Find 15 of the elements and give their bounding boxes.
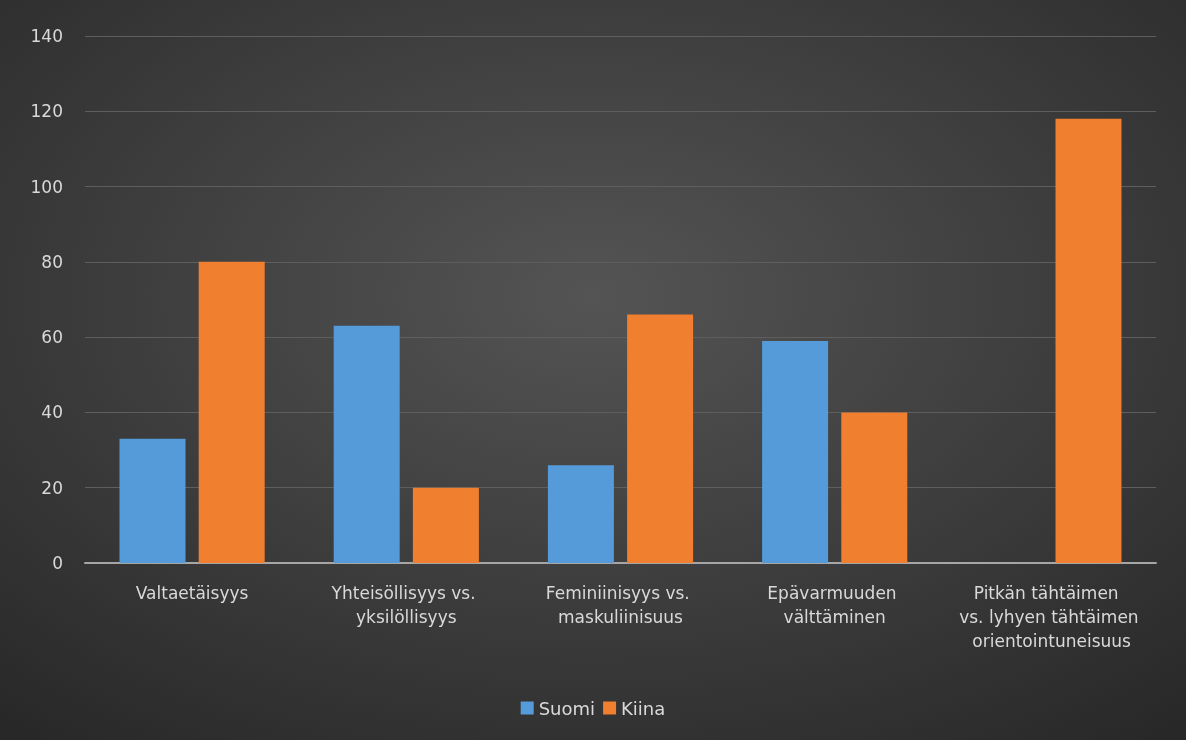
y-tick-label: 0 bbox=[52, 553, 63, 573]
x-tick-label: Pitkän tähtäimen vs. lyhyen tähtäimen orientointuneisuus bbox=[959, 583, 1139, 651]
x-tick-label: Feminiinisyys vs. maskuliinisuus bbox=[545, 583, 696, 627]
y-tick-label: 20 bbox=[41, 477, 63, 498]
y-tick-label: 40 bbox=[41, 402, 63, 423]
legend-label: Suomi bbox=[538, 697, 596, 719]
y-tick-label: 100 bbox=[30, 176, 63, 197]
x-tick-label: Epävarmuuden välttäminen bbox=[767, 583, 903, 627]
y-tick-label: 80 bbox=[41, 251, 63, 272]
x-tick-label: Yhteisöllisyys vs. yksilöllisyys bbox=[330, 583, 481, 627]
y-tick-label: 120 bbox=[30, 101, 63, 122]
legend-label: Kiina bbox=[621, 697, 666, 719]
y-tick-label: 140 bbox=[30, 26, 63, 46]
x-tick-label: Valtaetäisyys bbox=[135, 583, 249, 603]
y-tick-label: 60 bbox=[41, 327, 63, 348]
